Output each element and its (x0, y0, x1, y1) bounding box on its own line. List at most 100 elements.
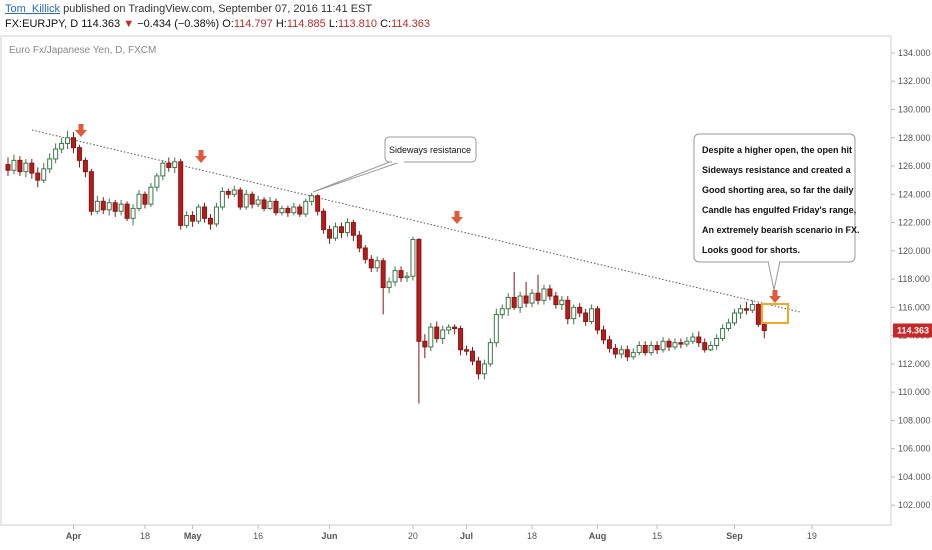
y-tick-label: 130.000 (898, 104, 931, 114)
x-tick-label: Sep (726, 531, 743, 541)
y-tick-label: 116.000 (898, 302, 930, 312)
y-tick-label: 110.000 (898, 387, 930, 397)
candle-body (618, 349, 624, 355)
candle (523, 281, 529, 308)
candle (624, 345, 630, 362)
commentary-callout: Despite a higher open, the open hit Side… (693, 133, 860, 291)
candle (606, 335, 612, 353)
candle (601, 325, 606, 345)
candle (362, 245, 368, 264)
arrow-marker-4 (769, 290, 781, 303)
candle (35, 167, 41, 188)
candle (577, 303, 583, 318)
candle (630, 348, 636, 360)
candle-body (743, 308, 749, 311)
candle-body (291, 206, 297, 214)
candle (76, 144, 82, 168)
candle (541, 284, 547, 305)
candle-body (452, 326, 458, 330)
candle-body (678, 342, 684, 345)
candle-body (148, 186, 154, 205)
candle (303, 198, 309, 217)
high-value: 114.885 (286, 18, 326, 30)
candle (374, 256, 380, 273)
commentary-line-5: An extremely bearish scenario in FX. (702, 225, 860, 235)
candle-body (726, 322, 732, 330)
candle (88, 168, 94, 216)
candle (702, 338, 708, 353)
candle-body (660, 340, 666, 351)
candle (547, 284, 553, 301)
highlight-box (761, 303, 789, 324)
candle (190, 211, 196, 227)
candle-body (648, 345, 654, 354)
candle (59, 137, 65, 154)
high-label: H: (275, 18, 287, 30)
candle (690, 332, 696, 345)
candle-body (261, 199, 267, 209)
candle (487, 338, 493, 367)
candle (422, 334, 428, 359)
candle-body (285, 207, 291, 214)
candle (344, 218, 350, 237)
candle-body (553, 295, 559, 306)
candle-body (565, 299, 571, 320)
y-tick-label: 108.000 (898, 415, 931, 425)
candle (178, 158, 184, 230)
candle-body (559, 299, 565, 306)
candle-body (595, 308, 601, 331)
commentary-line-2: Sideways resistance and created a (702, 165, 852, 175)
candle-body (612, 347, 618, 355)
candle-body (118, 203, 124, 212)
candle-body (374, 260, 380, 269)
low-label: L: (328, 18, 339, 30)
candle (154, 173, 160, 192)
candle (350, 219, 356, 241)
candle (267, 197, 273, 210)
candle-body (142, 193, 148, 205)
candle (237, 187, 243, 210)
candle-body (243, 193, 249, 208)
candle (112, 199, 118, 217)
candle (196, 204, 202, 224)
candle-body (505, 296, 511, 310)
candle (392, 266, 398, 287)
plot-frame (0, 35, 892, 526)
candle-body (654, 345, 660, 351)
candle (106, 198, 112, 216)
candle (410, 236, 416, 281)
candle (696, 331, 702, 347)
candle-body (446, 326, 452, 331)
y-tick-label: 106.000 (898, 444, 931, 454)
candle (17, 156, 23, 176)
candle-body (59, 142, 65, 150)
candle-body (112, 202, 118, 212)
candle-body (571, 306, 577, 320)
author-link[interactable]: Tom_Killick (5, 3, 61, 15)
x-tick-label: 19 (807, 531, 817, 541)
candle (41, 163, 47, 183)
candle (356, 231, 362, 253)
candle-body (47, 158, 53, 170)
y-axis: 102.000 104.000 106.000 108.000 110.000 112.0… (891, 48, 931, 510)
sideways-resistance-label: Sideways resistance (389, 145, 471, 155)
candle-body (41, 168, 47, 181)
y-tick-label: 126.000 (898, 161, 931, 171)
candle (291, 202, 297, 216)
candle-body (517, 295, 523, 308)
y-tick-label: 132.000 (898, 76, 931, 86)
candle-body (350, 222, 356, 236)
candle (589, 304, 595, 325)
candle-body (29, 162, 35, 174)
y-tick-label: 134.000 (898, 48, 931, 58)
candle (511, 272, 517, 311)
candle (612, 344, 618, 359)
candle-body (76, 147, 82, 161)
candle (47, 153, 53, 174)
candle (684, 337, 690, 347)
candle-body (249, 193, 255, 205)
open-label: O: (222, 18, 234, 30)
candle (726, 318, 732, 332)
candle-body (737, 308, 743, 314)
